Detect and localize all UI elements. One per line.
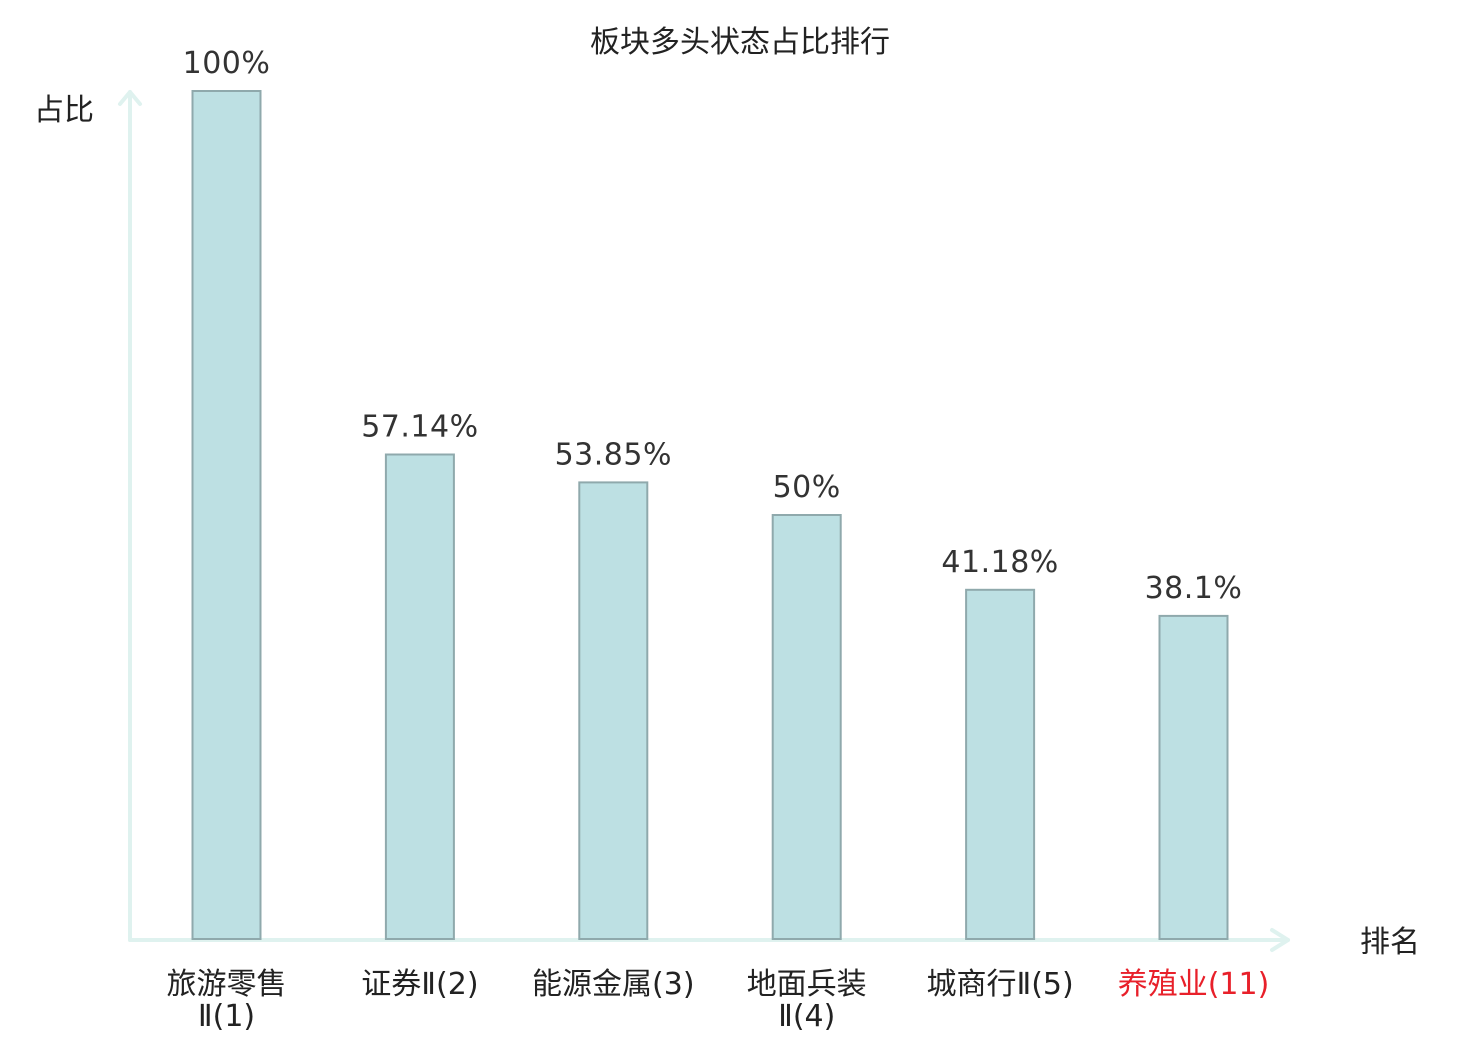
axes bbox=[118, 90, 1290, 952]
value-label-3: 53.85% bbox=[555, 437, 672, 472]
chart-title: 板块多头状态占比排行 bbox=[590, 25, 890, 60]
value-label-5: 41.18% bbox=[941, 545, 1058, 580]
category-label-4-line-1: 地面兵装 bbox=[747, 967, 867, 1002]
bar-3 bbox=[578, 481, 649, 940]
y-axis-arrow-icon bbox=[118, 90, 142, 106]
x-axis-label: 排名 bbox=[1360, 925, 1420, 960]
value-label-6: 38.1% bbox=[1145, 571, 1243, 606]
category-label-6: 养殖业(11) bbox=[1118, 967, 1270, 1002]
value-label-4: 50% bbox=[773, 470, 841, 505]
bar-1 bbox=[191, 90, 262, 940]
value-label-1: 100% bbox=[183, 46, 271, 81]
y-axis-label: 占比 bbox=[34, 93, 94, 128]
category-label-1-line-1: 旅游零售 bbox=[167, 967, 287, 1002]
bar-6 bbox=[1158, 614, 1229, 941]
bar-4 bbox=[771, 514, 842, 940]
category-label-5: 城商行Ⅱ(5) bbox=[926, 967, 1073, 1002]
value-label-2: 57.14% bbox=[361, 410, 478, 445]
bar-5 bbox=[965, 588, 1036, 940]
bars-group bbox=[191, 90, 1229, 941]
x-axis-arrow-icon bbox=[1270, 928, 1290, 952]
category-label-4-line-2: Ⅱ(4) bbox=[778, 999, 835, 1034]
category-label-2: 证券Ⅱ(2) bbox=[361, 967, 478, 1002]
value-labels-group: 100% 57.14% 53.85% 50% 41.18% 38.1% bbox=[183, 46, 1243, 606]
category-label-1-line-2: Ⅱ(1) bbox=[198, 999, 255, 1034]
category-label-3: 能源金属(3) bbox=[532, 967, 695, 1002]
bar-2 bbox=[384, 453, 455, 940]
